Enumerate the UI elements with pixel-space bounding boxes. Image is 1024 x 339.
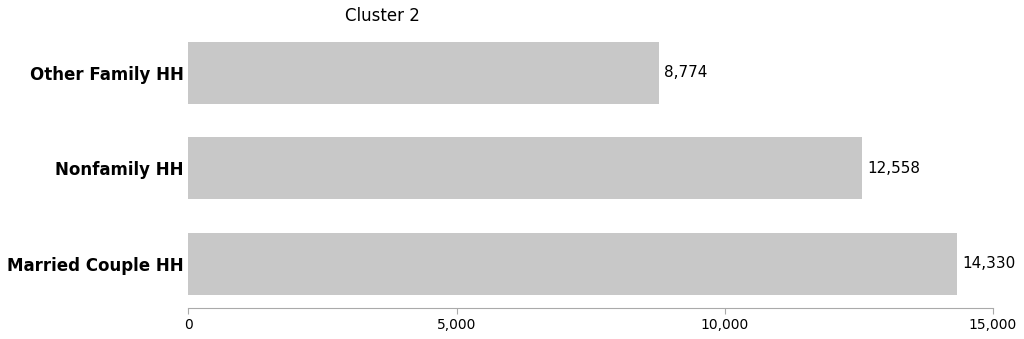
Bar — [188, 42, 659, 104]
Text: 14,330: 14,330 — [963, 256, 1016, 272]
Text: Cluster 2: Cluster 2 — [345, 7, 420, 25]
Text: 12,558: 12,558 — [867, 161, 921, 176]
Text: 8,774: 8,774 — [665, 65, 708, 80]
Bar — [188, 233, 957, 295]
Bar — [188, 137, 862, 199]
